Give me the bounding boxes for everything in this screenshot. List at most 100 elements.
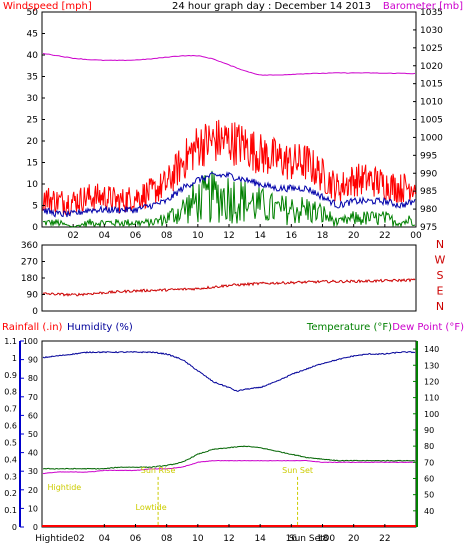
chart-title: 24 hour graph day : December 14 2013 xyxy=(172,1,371,12)
windspeed-line xyxy=(42,119,416,216)
temperature-tick-label: 80 xyxy=(424,442,434,451)
wind-direction-line xyxy=(42,278,416,297)
temperature-tick-label: 130 xyxy=(424,361,439,370)
time-tick-label: 22 xyxy=(379,231,390,241)
wind-tick-label: 35 xyxy=(27,73,38,83)
time-tick-label: 06 xyxy=(130,534,142,544)
rainfall-tick-label: 0.8 xyxy=(4,388,17,397)
time-tick-label: 14 xyxy=(254,231,266,241)
humidity-tick-label: 80 xyxy=(28,374,38,383)
barometer-tick-label: 1005 xyxy=(420,116,443,126)
humidity-tick-label: 60 xyxy=(28,411,38,420)
rainfall-tick-label: 1 xyxy=(12,354,17,363)
barometer-tick-label: 1010 xyxy=(420,98,443,108)
dewpoint-line xyxy=(42,459,416,475)
temperature-tick-label: 140 xyxy=(424,345,439,354)
wind-tick-label: 50 xyxy=(27,8,39,18)
wind-tick-label: 40 xyxy=(27,51,39,61)
event-label: Sun Rise xyxy=(141,466,176,475)
direction-tick-label: 0 xyxy=(32,307,38,317)
wind-tick-label: 45 xyxy=(27,30,38,40)
rainfall-tick-label: 0.2 xyxy=(4,489,17,498)
barometer-tick-label: 985 xyxy=(420,187,437,197)
temperature-tick-label: 100 xyxy=(424,410,439,419)
time-tick-label: 04 xyxy=(99,231,111,241)
temperature-tick-label: 40 xyxy=(424,507,434,516)
time-tick-label: 20 xyxy=(348,534,360,544)
compass-label: N xyxy=(436,300,444,313)
barometer-tick-label: 980 xyxy=(420,205,437,215)
temperature-axis-title: Temperature (°F) xyxy=(306,322,392,333)
time-tick-label: 10 xyxy=(192,534,204,544)
barometer-tick-label: 1035 xyxy=(420,8,443,18)
event-label: Sun Set xyxy=(282,466,313,475)
humidity-tick-label: 90 xyxy=(28,356,38,365)
time-tick-label: 12 xyxy=(223,534,234,544)
humidity-tick-label: 100 xyxy=(23,337,38,346)
humidity-tick-label: 50 xyxy=(28,430,38,439)
time-tick-label: 20 xyxy=(348,231,360,241)
humidity-tick-label: 0 xyxy=(33,523,38,532)
wind-tick-label: 25 xyxy=(27,116,38,126)
windspeed-axis-title: Windspeed [mph] xyxy=(3,1,92,12)
compass-label: N xyxy=(436,238,444,251)
barometer-tick-label: 975 xyxy=(420,223,437,233)
humidity-axis-title: Humidity (%) xyxy=(67,322,133,333)
time-tick-label: 02 xyxy=(67,231,78,241)
barometer-tick-label: 1030 xyxy=(420,26,443,36)
time-tick-label: 10 xyxy=(192,231,204,241)
rainfall-tick-label: 0.3 xyxy=(4,472,17,481)
direction-tick-label: 270 xyxy=(21,258,38,268)
compass-label: W xyxy=(435,254,446,267)
time-tick-label: 16 xyxy=(286,534,298,544)
time-tick-label: 18 xyxy=(317,231,329,241)
average-wind-line xyxy=(42,170,416,218)
temperature-tick-label: 110 xyxy=(424,394,439,403)
temperature-tick-label: 50 xyxy=(424,491,434,500)
rainfall-tick-label: 0.7 xyxy=(4,405,17,414)
barometer-tick-label: 1015 xyxy=(420,80,443,90)
dewpoint-axis-title: Dew Point (°F) xyxy=(392,322,464,333)
time-tick-label: 18 xyxy=(317,534,329,544)
humidity-tick-label: 70 xyxy=(28,393,38,402)
humidity-tick-label: 30 xyxy=(28,467,38,476)
rainfall-tick-label: 0.5 xyxy=(4,438,17,447)
humidity-tick-label: 10 xyxy=(28,504,38,513)
humidity-tick-label: 20 xyxy=(28,486,38,495)
time-tick-label: Sun Set00 xyxy=(289,534,335,544)
time-tick-label: 16 xyxy=(286,231,298,241)
barometer-tick-label: 1025 xyxy=(420,44,443,54)
temperature-tick-label: 120 xyxy=(424,377,439,386)
barometer-axis-title: Barometer [mb] xyxy=(383,1,463,12)
temperature-tick-label: 60 xyxy=(424,474,434,483)
barometer-tick-label: 1000 xyxy=(420,133,443,143)
humidity-tick-label: 40 xyxy=(28,449,38,458)
rainfall-tick-label: 0.9 xyxy=(4,371,17,380)
event-label: Hightide xyxy=(47,483,81,492)
time-tick-label: 06 xyxy=(130,231,142,241)
compass-label: E xyxy=(437,285,444,298)
time-tick-label: Hightide02 xyxy=(35,534,84,544)
wind-tick-label: 0 xyxy=(32,223,38,233)
rainfall-tick-label: 0.1 xyxy=(4,506,17,515)
barometer-tick-label: 1020 xyxy=(420,62,443,72)
barometer-tick-label: 990 xyxy=(420,169,437,179)
climate-plot-frame xyxy=(41,340,417,528)
temperature-tick-label: 70 xyxy=(424,458,434,467)
rainfall-tick-label: 1.1 xyxy=(4,337,17,346)
compass-label: S xyxy=(437,269,444,282)
time-tick-label: 12 xyxy=(223,231,234,241)
rainfall-axis-title: Rainfall (.in) xyxy=(2,322,63,333)
wind-tick-label: 10 xyxy=(27,180,39,190)
wind-tick-label: 30 xyxy=(27,94,39,104)
rainfall-tick-label: 0.4 xyxy=(4,455,17,464)
direction-tick-label: 90 xyxy=(27,291,39,301)
time-tick-label: 04 xyxy=(99,534,111,544)
rainfall-tick-label: 0.6 xyxy=(4,422,17,431)
wind-tick-label: 20 xyxy=(27,137,39,147)
barometer-tick-label: 995 xyxy=(420,151,437,161)
wind-tick-label: 5 xyxy=(32,202,38,212)
temperature-tick-label: 90 xyxy=(424,426,434,435)
